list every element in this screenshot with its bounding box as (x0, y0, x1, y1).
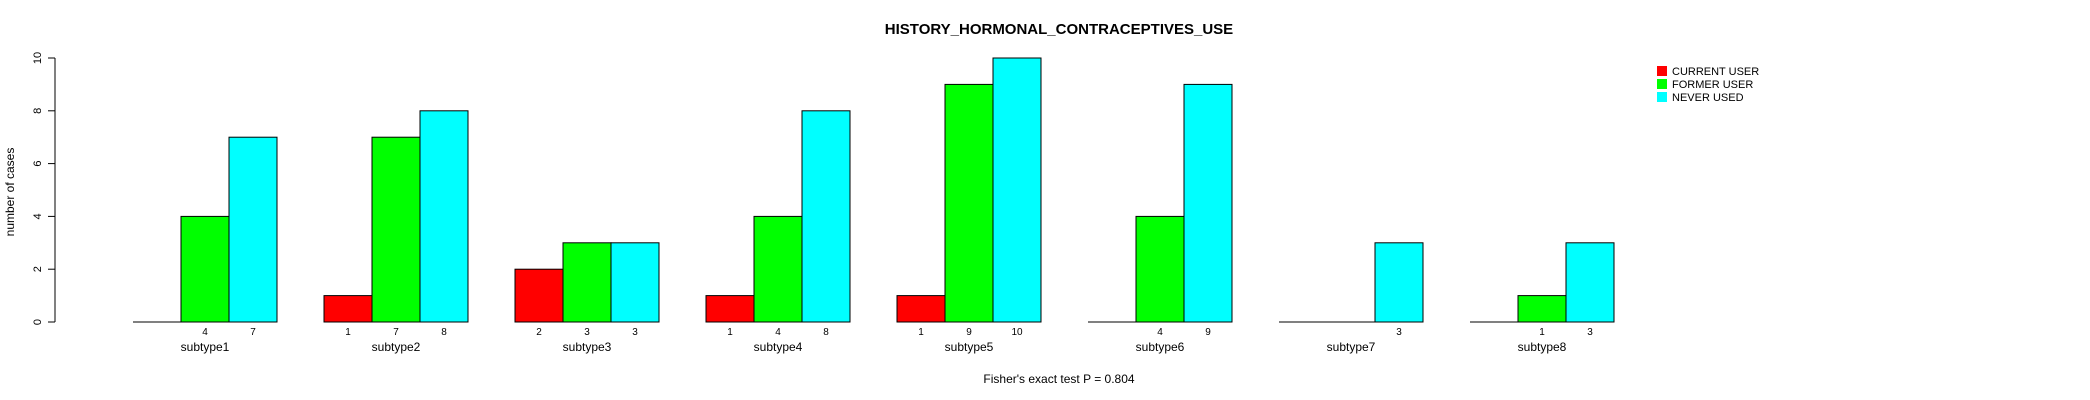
bar-value-label: 3 (632, 327, 638, 338)
bar-subtype5-never-used (992, 57, 1042, 323)
bar-group-subtype1: 4 7 subtype1 (133, 136, 278, 354)
bar-value-label: 8 (441, 327, 447, 338)
bar-subtype2-never-used (419, 110, 469, 323)
bar-value-label: 7 (393, 327, 399, 338)
bar-value-label: 4 (775, 327, 781, 338)
bar-subtype6-former-user (1135, 215, 1185, 323)
bar-group-subtype7: 3 subtype7 (1279, 242, 1424, 354)
bar-subtype1-never-used (228, 136, 278, 323)
y-tick-label: 10 (32, 52, 44, 64)
bar-value-label: 1 (918, 327, 924, 338)
bar-subtype5-current-user (896, 295, 946, 323)
legend-label: NEVER USED (1672, 92, 1744, 104)
bar-value-label: 4 (202, 327, 208, 338)
legend-label: CURRENT USER (1672, 66, 1759, 78)
category-label: subtype6 (1136, 340, 1185, 354)
bar-group-subtype6: 4 9 subtype6 (1088, 83, 1233, 354)
bar-value-label: 3 (584, 327, 590, 338)
bar-value-label: 9 (1205, 327, 1211, 338)
y-axis: 0 2 4 6 8 10 (32, 52, 56, 325)
bar-value-label: 9 (966, 327, 972, 338)
bar-value-label: 3 (1396, 327, 1402, 338)
category-label: subtype1 (181, 340, 230, 354)
fisher-test-footer: Fisher's exact test P = 0.804 (983, 372, 1134, 386)
bar-subtype2-current-user (323, 295, 373, 323)
bar-subtype8-never-used (1565, 242, 1615, 323)
bar-group-subtype8: 1 3 subtype8 (1470, 242, 1615, 354)
bars: 4 7 subtype1 1 7 8 subtype2 2 3 3 subtype3 1 4 8 subty… (133, 57, 1615, 354)
category-label: subtype3 (563, 340, 612, 354)
bar-value-label: 1 (727, 327, 733, 338)
bar-value-label: 1 (1539, 327, 1545, 338)
bar-group-subtype3: 2 3 3 subtype3 (514, 242, 660, 354)
bar-subtype4-never-used (801, 110, 851, 323)
bar-value-label: 10 (1011, 327, 1023, 338)
category-label: subtype7 (1327, 340, 1376, 354)
category-label: subtype2 (372, 340, 421, 354)
bar-subtype6-never-used (1183, 83, 1233, 323)
bar-subtype4-current-user (705, 295, 755, 323)
bar-subtype3-never-used (610, 242, 660, 323)
y-tick-label: 4 (32, 213, 44, 219)
bar-value-label: 8 (823, 327, 829, 338)
bar-value-label: 2 (536, 327, 542, 338)
bar-group-subtype2: 1 7 8 subtype2 (323, 110, 469, 354)
category-label: subtype5 (945, 340, 994, 354)
bar-group-subtype4: 1 4 8 subtype4 (705, 110, 851, 354)
bar-subtype7-never-used (1374, 242, 1424, 323)
legend-swatch (1657, 66, 1667, 76)
category-label: subtype8 (1518, 340, 1567, 354)
bar-value-label: 7 (250, 327, 256, 338)
bar-subtype2-former-user (371, 136, 421, 323)
bar-subtype3-current-user (514, 268, 564, 323)
legend-label: FORMER USER (1672, 79, 1753, 91)
bar-value-label: 3 (1587, 327, 1593, 338)
bar-subtype8-former-user (1517, 295, 1567, 323)
bar-subtype1-former-user (180, 215, 230, 323)
y-tick-label: 0 (32, 319, 44, 325)
legend-swatch (1657, 92, 1667, 102)
category-label: subtype4 (754, 340, 803, 354)
legend-swatch (1657, 79, 1667, 89)
y-tick-label: 8 (32, 108, 44, 114)
y-tick-label: 2 (32, 266, 44, 272)
bar-subtype4-former-user (753, 215, 803, 323)
bar-value-label: 4 (1157, 327, 1163, 338)
bar-subtype3-former-user (562, 242, 612, 323)
bar-group-subtype5: 1 9 10 subtype5 (896, 57, 1042, 354)
bar-value-label: 1 (345, 327, 351, 338)
y-tick-label: 6 (32, 161, 44, 167)
y-axis-title: number of cases (3, 148, 17, 237)
bar-subtype5-former-user (944, 83, 994, 323)
chart-title: HISTORY_HORMONAL_CONTRACEPTIVES_USE (885, 21, 1233, 38)
